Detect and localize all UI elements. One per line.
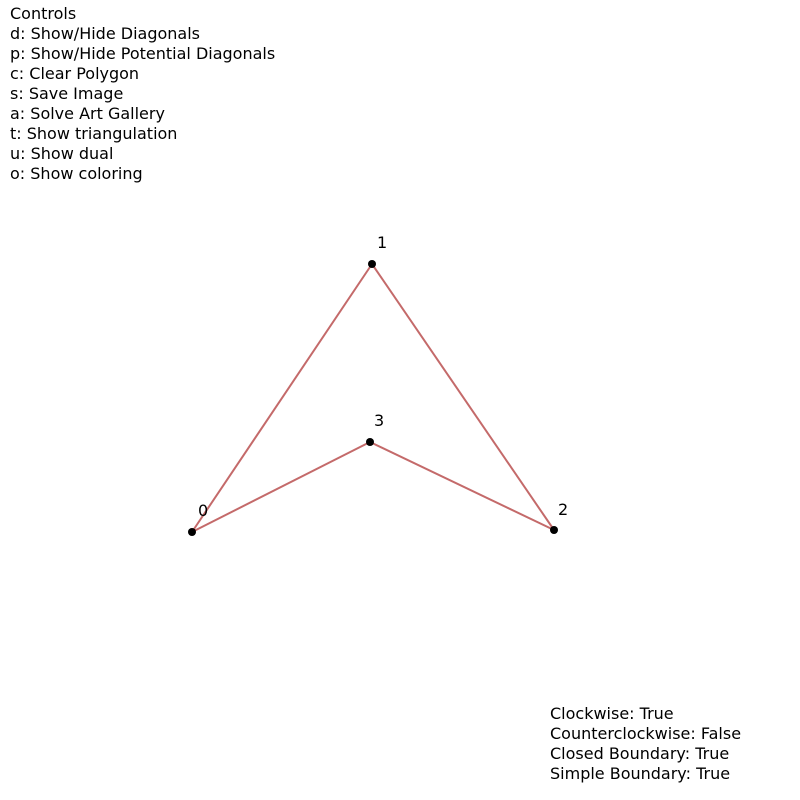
control-show-triangulation: t: Show triangulation bbox=[10, 124, 178, 143]
vertex-1[interactable] bbox=[368, 260, 376, 268]
vertex-label-0: 0 bbox=[198, 501, 208, 520]
control-show-coloring: o: Show coloring bbox=[10, 164, 143, 183]
polygon-edges bbox=[191, 263, 555, 533]
edge-3-0 bbox=[191, 441, 371, 533]
edge-1-2 bbox=[371, 263, 555, 531]
controls-panel: Controls d: Show/Hide Diagonals p: Show/… bbox=[10, 4, 275, 184]
control-clear-polygon: c: Clear Polygon bbox=[10, 64, 140, 83]
control-diagonals: d: Show/Hide Diagonals bbox=[10, 24, 200, 43]
vertex-label-3: 3 bbox=[374, 411, 384, 430]
vertex-2[interactable] bbox=[550, 526, 558, 534]
status-clockwise: Clockwise: True bbox=[550, 704, 674, 723]
vertex-labels: 0 1 2 3 bbox=[198, 233, 568, 520]
vertex-label-1: 1 bbox=[377, 233, 387, 252]
controls-title: Controls bbox=[10, 4, 77, 23]
vertex-0[interactable] bbox=[188, 528, 196, 536]
edge-0-1 bbox=[191, 263, 373, 533]
control-potential-diagonals: p: Show/Hide Potential Diagonals bbox=[10, 44, 276, 63]
polygon-vertices bbox=[188, 260, 558, 536]
edge-2-3 bbox=[369, 441, 555, 531]
vertex-3[interactable] bbox=[366, 438, 374, 446]
control-solve-art-gallery: a: Solve Art Gallery bbox=[10, 104, 165, 123]
status-simple-boundary: Simple Boundary: True bbox=[550, 764, 731, 783]
vertex-label-2: 2 bbox=[558, 500, 568, 519]
status-counterclockwise: Counterclockwise: False bbox=[550, 724, 742, 743]
control-show-dual: u: Show dual bbox=[10, 144, 114, 163]
status-closed-boundary: Closed Boundary: True bbox=[550, 744, 730, 763]
status-panel: Clockwise: True Counterclockwise: False … bbox=[550, 704, 741, 784]
control-save-image: s: Save Image bbox=[10, 84, 124, 103]
